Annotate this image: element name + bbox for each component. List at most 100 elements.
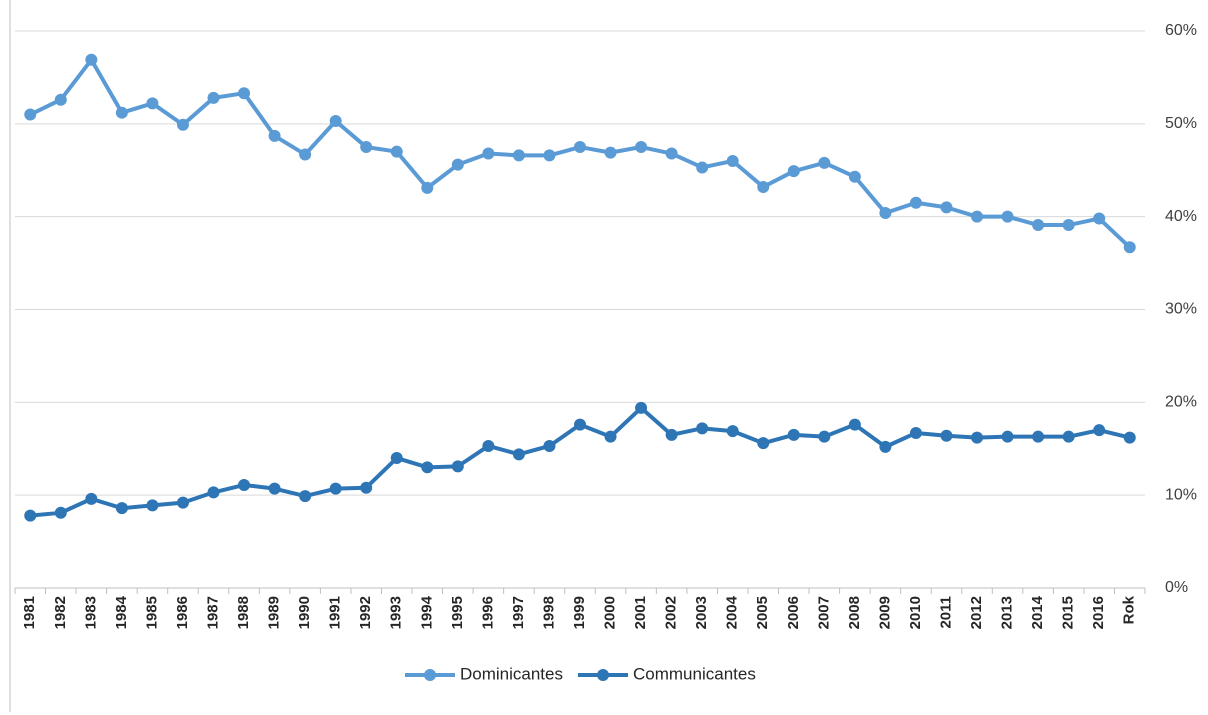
data-point [818,156,831,169]
x-tick-label: 1981 [21,596,38,629]
x-tick-label: 1985 [143,596,160,629]
data-point [176,496,189,509]
x-tick-label: 1986 [174,596,191,629]
data-point [238,478,251,491]
data-point [1032,219,1045,232]
data-point [299,490,312,503]
data-point [238,87,251,100]
x-tick-label: 2014 [1029,595,1046,629]
y-tick-label: 20% [1165,394,1197,411]
y-tick-label: 60% [1165,22,1197,39]
data-point [329,115,342,128]
data-point [604,146,617,159]
x-tick-label: 1989 [266,596,283,629]
data-point [54,93,67,106]
legend-label: Communicantes [633,664,756,683]
data-point [1062,430,1075,443]
data-point [848,418,861,431]
data-point [268,129,281,142]
data-point [726,154,739,167]
data-point [421,461,434,474]
data-point [879,440,892,453]
y-tick-label: 40% [1165,208,1197,225]
y-tick-label: 50% [1165,115,1197,132]
data-point [940,201,953,214]
data-point [1123,431,1136,444]
data-point [543,439,556,452]
data-point [574,418,586,431]
x-tick-label: 1991 [327,596,344,629]
x-tick-label: 2013 [999,596,1016,629]
x-tick-label: 2002 [663,596,680,629]
data-point [635,401,648,414]
data-point [512,149,525,162]
data-point [115,502,128,515]
data-point [848,170,861,183]
x-tick-label: 1994 [418,595,435,629]
data-point [390,452,403,465]
data-point [665,428,678,441]
x-tick-label: 2003 [693,596,710,629]
x-tick-label: 2015 [1060,596,1077,629]
x-tick-label: 1987 [204,596,221,629]
data-point [665,147,678,160]
data-point [971,431,984,444]
data-point [482,439,495,452]
data-point [696,422,709,435]
x-tick-label: 2004 [724,595,741,629]
data-point [360,481,373,494]
data-point [909,426,922,439]
data-point [115,106,128,119]
data-point [818,430,831,443]
x-tick-label: 1988 [235,596,252,629]
data-point [146,97,159,110]
x-tick-label: Rok [1121,595,1138,624]
series-line [29,57,1132,249]
data-point [696,161,709,174]
x-tick-label: 2011 [937,596,954,629]
data-point [451,460,464,473]
data-point [787,165,800,178]
data-point [1001,210,1014,223]
legend-marker [597,669,609,681]
x-tick-label: 2007 [815,596,832,629]
data-point [635,141,648,154]
data-point [909,196,922,209]
data-point [390,145,403,158]
data-point [146,499,159,512]
x-tick-label: 2009 [876,596,893,629]
x-tick-label: 1990 [296,596,313,629]
y-tick-label: 30% [1165,301,1197,318]
x-tick-label: 2008 [846,596,863,629]
data-point [574,141,586,154]
data-point [268,482,281,495]
data-point [482,147,495,160]
data-point [329,482,342,495]
data-point [54,506,67,519]
data-point [85,492,98,505]
data-point [1032,430,1045,443]
x-tick-label: 2010 [907,596,924,629]
data-point [1123,241,1136,254]
data-point [1093,212,1106,225]
x-tick-label: 2012 [968,596,985,629]
x-tick-label: 2006 [785,596,802,629]
x-tick-label: 1999 [571,596,588,629]
data-point [726,425,739,438]
data-point [421,181,434,194]
data-point [879,206,892,219]
x-tick-label: 2000 [602,596,619,629]
data-point [971,210,984,223]
data-point [787,428,800,441]
data-point [207,486,220,499]
data-point [940,429,953,442]
x-tick-label: 2005 [754,596,771,629]
legend-label: Dominicantes [460,664,563,683]
data-point [207,91,220,104]
data-point [24,509,37,522]
x-tick-label: 1995 [449,596,466,629]
x-tick-label: 1993 [388,596,405,629]
x-tick-label: 1984 [113,595,130,629]
legend-marker [424,669,436,681]
